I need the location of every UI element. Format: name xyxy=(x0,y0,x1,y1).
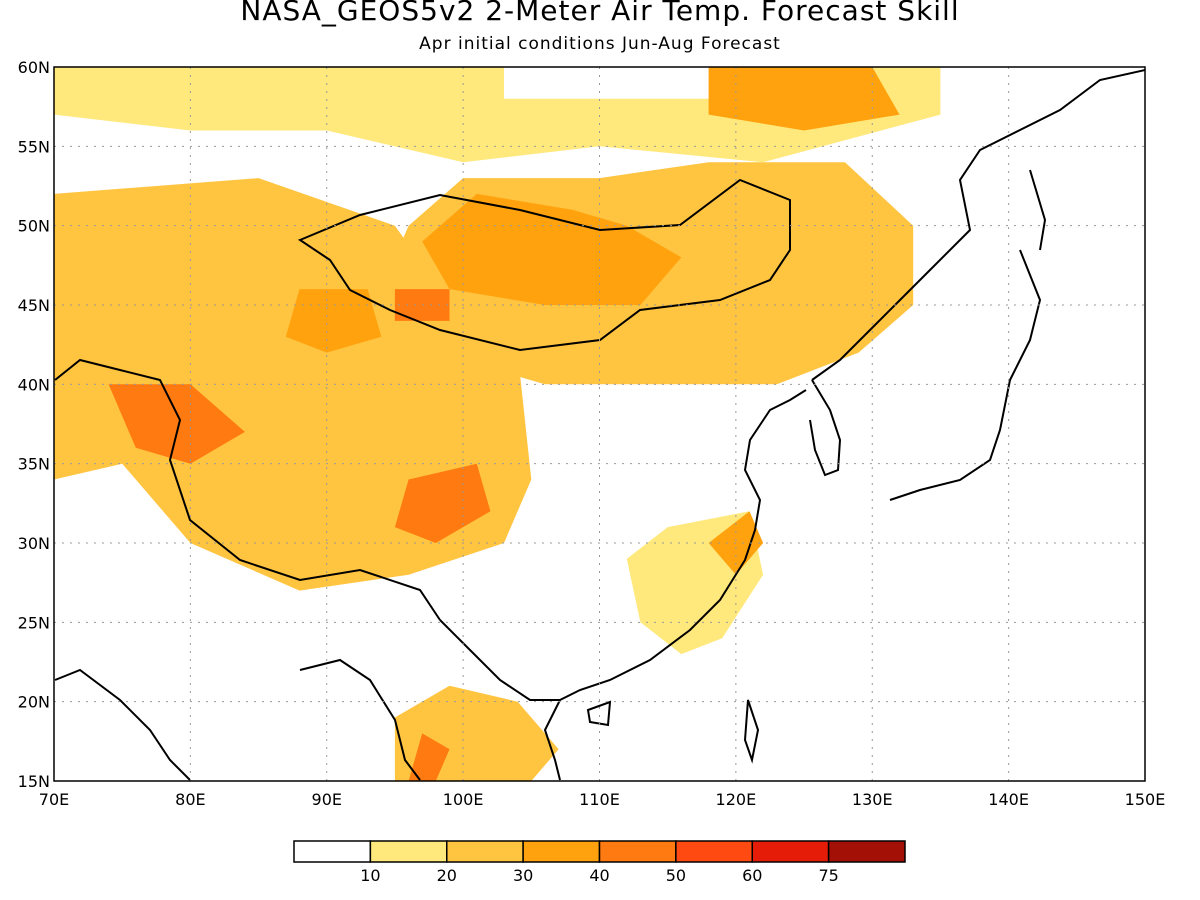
colorbar-swatch xyxy=(522,840,601,863)
lon-tick-label: 120E xyxy=(716,790,757,809)
taiwan-coastline xyxy=(743,699,760,764)
lon-tick-label: 80E xyxy=(175,790,205,809)
plot-frame xyxy=(53,66,1146,782)
lat-tick-label: 25N xyxy=(18,613,50,632)
china-west-border xyxy=(54,358,441,621)
colorbar-label: 60 xyxy=(742,866,762,885)
korea-coastline xyxy=(809,379,842,477)
sakhalin-coastline xyxy=(1029,169,1047,251)
lon-tick-label: 100E xyxy=(443,790,484,809)
colorbar-label: 10 xyxy=(360,866,380,885)
skill-region-burma xyxy=(408,733,450,781)
lat-tick-label: 60N xyxy=(18,58,50,77)
lat-tick-label: 30N xyxy=(18,534,50,553)
india-coastline xyxy=(54,668,191,781)
lat-tick-label: 35N xyxy=(18,455,50,474)
colorbar-swatch xyxy=(827,840,906,863)
colorbar-swatch xyxy=(598,840,677,863)
chart-title: NASA_GEOS5v2 2-Meter Air Temp. Forecast … xyxy=(240,0,960,27)
lat-tick-label: 40N xyxy=(18,375,50,394)
skill-region-mongolia-core xyxy=(422,193,682,305)
china-coastline xyxy=(543,389,807,781)
lon-tick-label: 70E xyxy=(39,790,69,809)
colorbar-label: 40 xyxy=(589,866,609,885)
hainan-coastline xyxy=(586,700,612,727)
lon-tick-label: 140E xyxy=(988,790,1029,809)
lon-tick-label: 90E xyxy=(312,790,342,809)
colorbar-swatch xyxy=(293,840,372,863)
skill-region-tibet-east xyxy=(394,463,491,543)
russia-pacific-coastline xyxy=(811,69,1145,381)
bangladesh-coast xyxy=(299,658,421,781)
skill-region-dzungaria xyxy=(285,289,382,353)
skill-fill-layer xyxy=(54,67,941,781)
colorbar-label: 30 xyxy=(513,866,533,885)
grid-layer xyxy=(54,67,1145,781)
mongolia-border xyxy=(297,178,791,352)
colorbar-label: 50 xyxy=(666,866,686,885)
colorbar-label: 20 xyxy=(437,866,457,885)
lat-tick-label: 20N xyxy=(18,693,50,712)
colorbar-label: 75 xyxy=(818,866,838,885)
colorbar-swatch xyxy=(446,840,524,863)
lat-tick-label: 55N xyxy=(18,137,50,156)
colorbar: 10 20 30 40 50 60 75 xyxy=(293,840,906,885)
colorbar-swatch xyxy=(751,840,830,863)
axis-labels-layer: 70E 80E 90E 100E 110E 120E 130E 140E 150E 15N 20N 2… xyxy=(18,58,1166,809)
lat-tick-label: 45N xyxy=(18,296,50,315)
lon-tick-label: 130E xyxy=(852,790,893,809)
colorbar-swatch xyxy=(369,840,448,863)
lon-tick-label: 110E xyxy=(579,790,620,809)
lat-tick-label: 15N xyxy=(18,772,50,791)
skill-region-east-siberia xyxy=(708,67,900,131)
indochina-border xyxy=(439,619,560,701)
lat-tick-label: 50N xyxy=(18,217,50,236)
lon-tick-label: 150E xyxy=(1125,790,1166,809)
japan-coastline xyxy=(889,249,1042,501)
skill-region-tarim xyxy=(108,384,245,464)
chart-subtitle: Apr initial conditions Jun-Aug Forecast xyxy=(419,34,781,54)
colorbar-swatch xyxy=(675,840,753,863)
coastline-layer xyxy=(54,69,1145,781)
